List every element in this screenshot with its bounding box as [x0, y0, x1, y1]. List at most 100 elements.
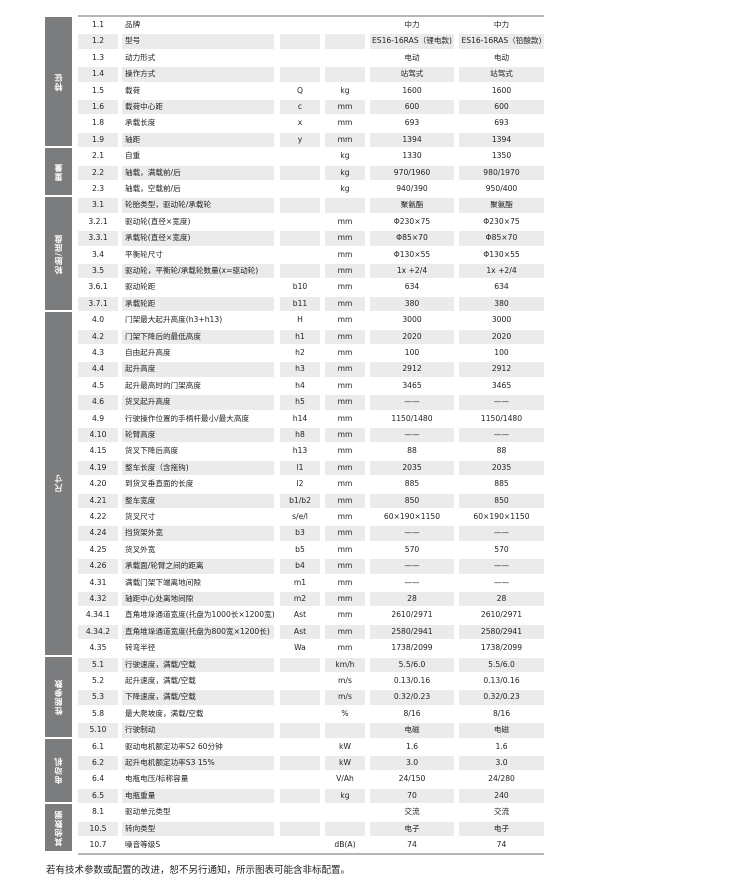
symbol: [280, 821, 320, 836]
unit: mm: [337, 315, 353, 325]
unit: [325, 67, 365, 82]
value-lithium: Φ85×70: [370, 231, 454, 246]
value-lead-acid: 693: [494, 118, 509, 128]
table-row: 4.6 货叉起升高度 h5 mm —— ——: [78, 394, 544, 410]
table-row: 6.4 电瓶电压/标称容量 V/Ah 24/150 24/280: [78, 771, 544, 787]
value-lithium: 24/150: [398, 774, 426, 784]
value-lithium: 2020: [370, 329, 454, 344]
footnote: 若有技术参数或配置的改进，恕不另行通知，所示图表可能含非标配置。: [46, 865, 351, 876]
unit: m/s: [325, 690, 365, 705]
value-lithium: 3465: [402, 380, 422, 390]
symbol: [280, 264, 320, 279]
symbol: [280, 756, 320, 771]
value-lead-acid: 634: [494, 282, 509, 292]
unit: mm: [337, 118, 353, 128]
symbol: [280, 51, 320, 65]
value-lithium: 电磁: [370, 723, 454, 738]
symbol: [280, 723, 320, 738]
unit: mm: [325, 624, 365, 640]
symbol: h8: [280, 428, 320, 443]
symbol: H: [297, 315, 303, 325]
table-row: 8.1 驱动单元类型 交流 交流: [78, 804, 544, 820]
value-lithium: 0.13/0.16: [393, 676, 431, 685]
value-lithium: 600: [370, 100, 454, 115]
value-lead-acid: ——: [493, 577, 510, 587]
value-lithium: 8/16: [403, 708, 421, 718]
symbol: b4: [280, 559, 320, 574]
value-lead-acid: 1600: [491, 85, 512, 95]
item-name: 货叉下降后高度: [125, 446, 179, 456]
value-lead-acid: 3465: [491, 380, 512, 390]
item-name: 承载长度: [125, 118, 156, 128]
symbol: b3: [280, 526, 320, 541]
item-number: 6.2: [78, 756, 118, 771]
item-name: 品牌: [125, 20, 141, 29]
symbol: m1: [293, 577, 307, 587]
table-row: 4.4 起升高度 h3 mm 2912 2912: [78, 361, 544, 377]
table-row: 1.3 动力形式 电动 电动: [78, 50, 544, 66]
table-row: 10.5 转向类型 电子 电子: [78, 821, 544, 837]
item-number: 4.32: [78, 592, 118, 607]
item-number: 4.34.1: [85, 610, 111, 620]
symbol: [280, 248, 320, 262]
symbol: b10: [292, 282, 308, 292]
item-number: 6.5: [78, 788, 118, 804]
symbol: h4: [295, 380, 305, 390]
value-lead-acid: 1150/1480: [480, 413, 523, 423]
unit: [325, 18, 365, 32]
item-name: 到货叉垂直面的长度: [125, 479, 194, 489]
value-lithium: 1600: [402, 85, 422, 95]
item-name: 满载门架下端离地间隙: [125, 577, 201, 587]
table-row: 1.8 承载长度 x mm 693 693: [78, 115, 544, 131]
item-name: 转弯半径: [125, 643, 156, 653]
symbol: [280, 772, 320, 786]
group-label-text: 重量: [54, 162, 63, 181]
unit: kg: [340, 151, 350, 161]
symbol: [280, 657, 320, 672]
unit: %: [341, 708, 349, 718]
symbol: [280, 182, 320, 196]
item-number: 3.7.1: [78, 296, 118, 312]
item-name: 轮胎类型，驱动轮/承载轮: [122, 198, 274, 213]
item-name: 动力形式: [125, 52, 156, 62]
symbol: h5: [280, 395, 320, 410]
value-lithium: 70: [370, 788, 454, 804]
unit: kg: [325, 788, 365, 804]
item-number: 4.31: [89, 577, 107, 587]
table-row: 3.6.1 驱动轮距 b10 mm 634 634: [78, 279, 544, 295]
value-lead-acid: 570: [494, 544, 509, 554]
value-lead-acid: 2580/2941: [459, 624, 544, 640]
item-name: 下降速度，满载/空载: [122, 690, 274, 705]
value-lithium: 634: [404, 282, 420, 292]
unit: mm: [337, 544, 353, 554]
item-number: 1.2: [78, 34, 118, 49]
table-row: 3.5 驱动轮，平衡轮/承载轮数量(x=驱动轮) mm 1x +2/4 1x +2/4: [78, 263, 544, 279]
item-number: 5.8: [91, 708, 105, 718]
symbol: [280, 707, 320, 721]
unit: mm: [325, 100, 365, 115]
table-row: 3.1 轮胎类型，驱动轮/承载轮 聚氨酯 聚氨酯: [78, 197, 544, 213]
table-row: 1.9 轴距 y mm 1394 1394: [78, 132, 544, 148]
value-lead-acid: 28: [459, 592, 544, 607]
value-lead-acid: Φ85×70: [459, 231, 544, 246]
value-lithium: 100: [404, 348, 420, 357]
item-number: 4.4: [78, 362, 118, 377]
item-name: 货叉外宽: [125, 544, 156, 554]
unit: V/Ah: [336, 774, 354, 784]
item-number: 1.9: [78, 132, 118, 148]
unit: mm: [337, 413, 353, 423]
value-lithium: 1394: [370, 132, 454, 148]
symbol: m2: [280, 592, 320, 607]
symbol: [280, 788, 320, 804]
item-number: 1.1: [91, 20, 105, 29]
group-label-text: 轮胎/底盘: [54, 233, 63, 274]
item-number: 10.7: [89, 840, 107, 849]
symbol: s/e/l: [292, 512, 308, 521]
item-name: 承载轮距: [122, 296, 274, 312]
table-row: 3.4 平衡轮尺寸 mm Φ130×55 Φ130×55: [78, 247, 544, 263]
table-row: 1.1 品牌 中力 中力: [78, 17, 544, 33]
symbol: h3: [280, 362, 320, 377]
value-lithium: 中力: [404, 20, 420, 29]
table-row: 1.2 型号 ES16-16RAS（锂电款) ES16-16RAS（铅酸款): [78, 33, 544, 49]
